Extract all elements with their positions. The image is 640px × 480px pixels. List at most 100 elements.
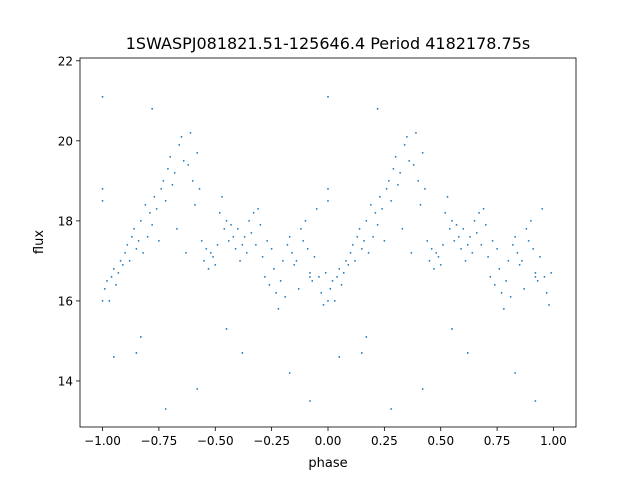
- data-point: [516, 252, 519, 254]
- data-point: [491, 239, 494, 242]
- data-point: [457, 235, 460, 238]
- data-point: [180, 135, 183, 138]
- data-point: [243, 235, 246, 238]
- data-point: [442, 244, 444, 246]
- x-tick-label: 1.00: [540, 434, 567, 448]
- data-point: [291, 252, 293, 254]
- data-point: [288, 235, 291, 238]
- data-point: [471, 252, 474, 254]
- data-point: [259, 223, 262, 226]
- data-point: [221, 195, 223, 198]
- data-point: [331, 280, 334, 282]
- data-point: [284, 296, 287, 298]
- data-point: [248, 219, 250, 222]
- data-point: [158, 239, 160, 242]
- data-point: [437, 256, 440, 258]
- data-point: [293, 264, 296, 266]
- data-point: [381, 207, 384, 210]
- data-point: [302, 239, 305, 242]
- data-point: [363, 239, 365, 242]
- data-point: [257, 207, 260, 210]
- data-point: [227, 239, 230, 242]
- data-point: [392, 167, 395, 170]
- data-point: [466, 244, 469, 246]
- data-point: [112, 268, 115, 270]
- data-point: [446, 195, 449, 198]
- data-point: [376, 223, 379, 226]
- data-point: [306, 248, 309, 250]
- data-point: [196, 151, 199, 154]
- data-point: [534, 276, 537, 278]
- data-point: [148, 211, 151, 214]
- x-tick-label: −0.25: [253, 434, 290, 448]
- data-point: [336, 276, 338, 278]
- data-point: [263, 276, 266, 278]
- data-point: [241, 244, 244, 246]
- data-point: [135, 352, 138, 354]
- data-point: [144, 203, 147, 206]
- data-point: [374, 211, 377, 214]
- x-tick-label: −0.50: [197, 434, 234, 448]
- data-point: [390, 408, 393, 410]
- data-point: [514, 372, 517, 374]
- data-point: [124, 252, 126, 254]
- data-point: [250, 231, 253, 234]
- data-point: [324, 272, 327, 274]
- data-point: [417, 179, 420, 182]
- data-point: [230, 223, 232, 226]
- data-point: [342, 272, 345, 274]
- x-tick-label: 0.50: [427, 434, 454, 448]
- data-point: [101, 187, 104, 190]
- data-point: [167, 167, 169, 170]
- data-point: [139, 219, 142, 222]
- data-point: [532, 248, 535, 250]
- data-point: [541, 207, 544, 210]
- data-point: [378, 195, 381, 198]
- data-point: [365, 336, 368, 338]
- x-tick-label: −0.75: [141, 434, 178, 448]
- data-point: [151, 107, 154, 110]
- data-point: [349, 252, 352, 254]
- data-point: [396, 183, 399, 186]
- data-point: [340, 284, 343, 286]
- data-point: [401, 227, 404, 230]
- data-point: [428, 260, 431, 262]
- data-point: [286, 244, 289, 246]
- data-point: [419, 203, 422, 206]
- data-point: [176, 227, 178, 230]
- data-point: [203, 260, 205, 262]
- data-point: [455, 223, 458, 226]
- data-point: [187, 163, 190, 166]
- data-point: [311, 280, 314, 282]
- data-point: [288, 372, 291, 374]
- data-point: [313, 256, 316, 258]
- data-point: [530, 219, 532, 222]
- data-point: [182, 159, 185, 162]
- data-point: [128, 260, 131, 262]
- data-point: [464, 260, 467, 262]
- data-point: [333, 300, 336, 302]
- data-point: [207, 268, 210, 270]
- data-point: [173, 171, 176, 174]
- data-point: [534, 272, 537, 274]
- x-axis-label: phase: [308, 456, 347, 471]
- data-point: [473, 219, 476, 222]
- data-point: [430, 248, 433, 250]
- data-point: [462, 227, 465, 230]
- data-point: [412, 163, 415, 166]
- x-tick-label: 0.25: [371, 434, 398, 448]
- data-point: [322, 304, 325, 306]
- data-point: [489, 276, 492, 278]
- data-point: [484, 223, 487, 226]
- data-point: [106, 280, 108, 282]
- data-point: [315, 207, 318, 210]
- data-point: [448, 227, 451, 230]
- data-point: [469, 235, 471, 238]
- data-point: [410, 252, 413, 254]
- data-point: [548, 304, 550, 306]
- data-point: [408, 159, 411, 162]
- data-point: [347, 264, 350, 266]
- y-tick-label: 18: [58, 214, 73, 228]
- data-point: [511, 244, 514, 246]
